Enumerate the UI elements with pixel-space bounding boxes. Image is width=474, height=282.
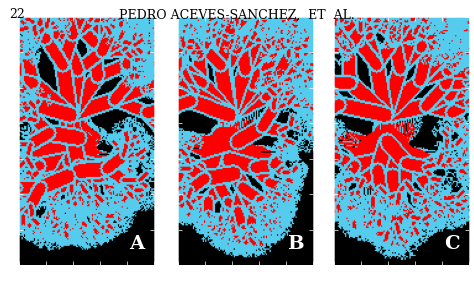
Text: A: A xyxy=(129,235,145,253)
Text: 22: 22 xyxy=(9,8,25,21)
Text: B: B xyxy=(287,235,303,253)
Text: PEDRO ACEVES-SANCHEZ,  ET  AL.: PEDRO ACEVES-SANCHEZ, ET AL. xyxy=(119,8,355,21)
Text: C: C xyxy=(444,235,460,253)
